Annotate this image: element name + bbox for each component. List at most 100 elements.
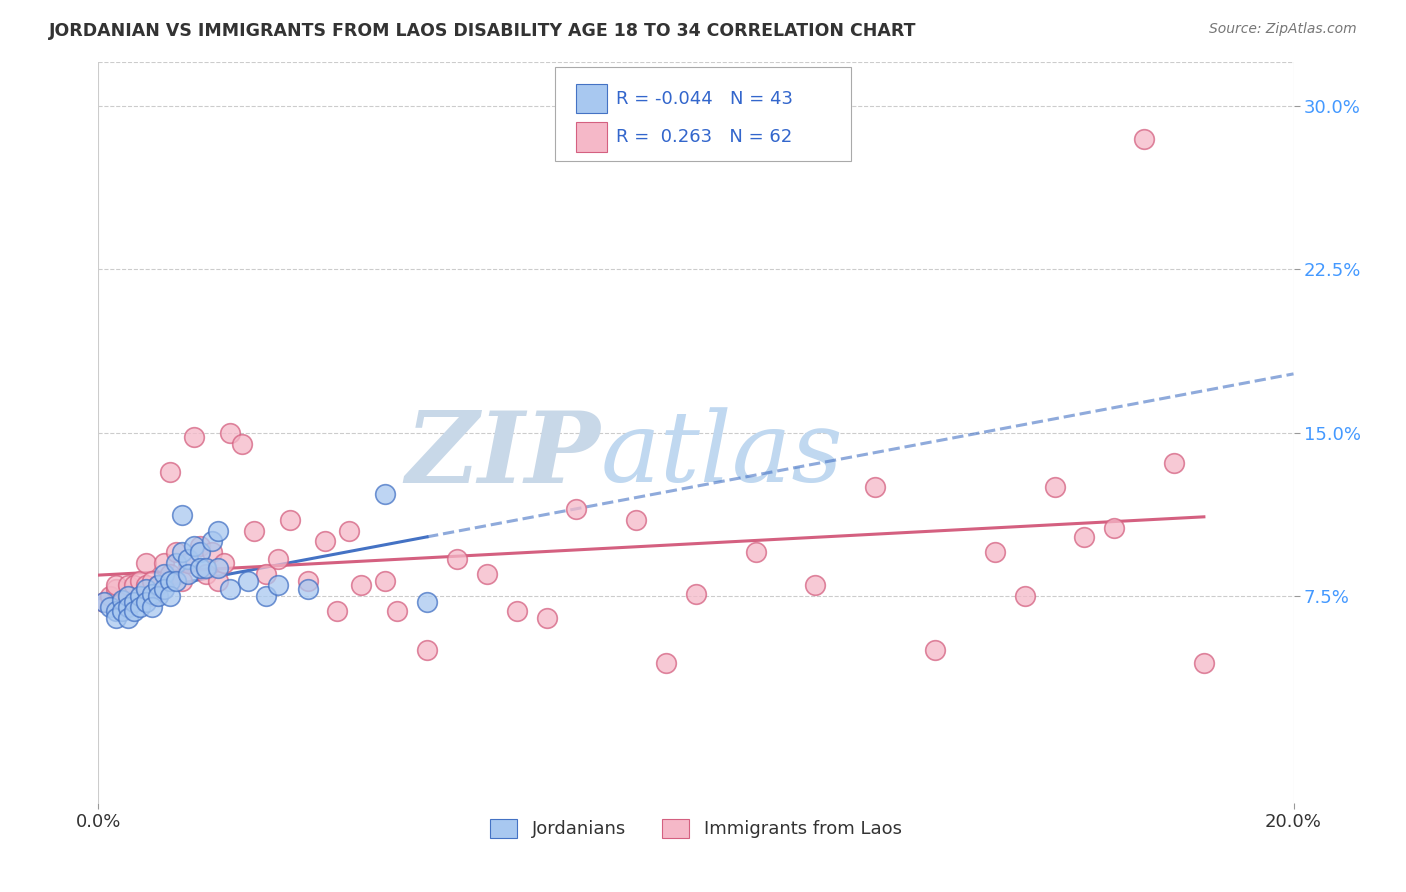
- Point: [236, 574, 259, 588]
- Point: [93, 595, 115, 609]
- Point: [1043, 480, 1066, 494]
- Point: [201, 534, 224, 549]
- Point: [865, 480, 887, 494]
- Point: [183, 430, 205, 444]
- Point: [141, 587, 163, 601]
- Point: [159, 589, 181, 603]
- Point: [129, 589, 152, 603]
- Point: [117, 578, 139, 592]
- Point: [148, 589, 170, 603]
- Point: [207, 560, 229, 574]
- Point: [1192, 657, 1215, 671]
- Point: [1133, 131, 1156, 145]
- Point: [177, 552, 200, 566]
- Point: [212, 556, 235, 570]
- Point: [153, 567, 176, 582]
- Point: [117, 611, 139, 625]
- Point: [219, 425, 242, 440]
- Point: [188, 560, 211, 574]
- Point: [297, 574, 319, 588]
- Point: [135, 578, 157, 592]
- Point: [506, 604, 529, 618]
- Point: [315, 534, 337, 549]
- Point: [105, 611, 128, 625]
- Point: [804, 578, 827, 592]
- Point: [267, 578, 290, 592]
- Point: [148, 578, 170, 592]
- Point: [93, 595, 115, 609]
- Point: [219, 582, 242, 597]
- Point: [183, 539, 205, 553]
- Point: [374, 574, 396, 588]
- Point: [98, 599, 122, 614]
- Point: [385, 604, 409, 618]
- Point: [124, 595, 146, 609]
- Point: [159, 574, 181, 588]
- Point: [141, 574, 163, 588]
- Point: [565, 501, 588, 516]
- Point: [201, 545, 224, 559]
- Point: [159, 465, 181, 479]
- Point: [254, 589, 277, 603]
- Point: [141, 589, 163, 603]
- Point: [416, 643, 439, 657]
- Point: [278, 513, 301, 527]
- Text: JORDANIAN VS IMMIGRANTS FROM LAOS DISABILITY AGE 18 TO 34 CORRELATION CHART: JORDANIAN VS IMMIGRANTS FROM LAOS DISABI…: [49, 22, 917, 40]
- Point: [984, 545, 1007, 559]
- Text: atlas: atlas: [600, 407, 844, 502]
- Point: [195, 560, 218, 574]
- Point: [153, 556, 176, 570]
- Point: [172, 508, 194, 523]
- Point: [207, 524, 229, 538]
- Point: [1014, 589, 1036, 603]
- Point: [148, 578, 170, 592]
- Point: [254, 567, 277, 582]
- Text: R =  0.263   N = 62: R = 0.263 N = 62: [616, 128, 792, 146]
- Point: [165, 545, 187, 559]
- Point: [177, 567, 200, 582]
- Point: [188, 545, 211, 559]
- Point: [117, 599, 139, 614]
- Point: [685, 587, 707, 601]
- Point: [297, 582, 319, 597]
- Point: [267, 552, 290, 566]
- Text: ZIP: ZIP: [405, 407, 600, 503]
- Point: [475, 567, 498, 582]
- Point: [745, 545, 768, 559]
- Point: [111, 593, 134, 607]
- Point: [165, 574, 187, 588]
- Point: [188, 539, 211, 553]
- Point: [105, 604, 128, 618]
- Point: [105, 578, 128, 592]
- Point: [446, 552, 468, 566]
- Point: [135, 582, 157, 597]
- Point: [105, 582, 128, 597]
- Point: [536, 611, 558, 625]
- Point: [117, 589, 139, 603]
- Point: [165, 556, 187, 570]
- Point: [626, 513, 648, 527]
- Point: [207, 574, 229, 588]
- Point: [1104, 521, 1126, 535]
- Point: [135, 556, 157, 570]
- Point: [350, 578, 373, 592]
- Point: [374, 486, 396, 500]
- Point: [177, 556, 200, 570]
- Point: [124, 604, 146, 618]
- Point: [124, 593, 146, 607]
- Point: [1073, 530, 1095, 544]
- Point: [231, 436, 253, 450]
- Text: Source: ZipAtlas.com: Source: ZipAtlas.com: [1209, 22, 1357, 37]
- Point: [129, 589, 152, 603]
- Point: [117, 589, 139, 603]
- Point: [924, 643, 946, 657]
- Point: [172, 545, 194, 559]
- Point: [195, 567, 218, 582]
- Point: [243, 524, 266, 538]
- Point: [416, 595, 439, 609]
- Point: [326, 604, 349, 618]
- Point: [159, 567, 181, 582]
- Point: [339, 524, 361, 538]
- Point: [111, 595, 134, 609]
- Point: [129, 574, 152, 588]
